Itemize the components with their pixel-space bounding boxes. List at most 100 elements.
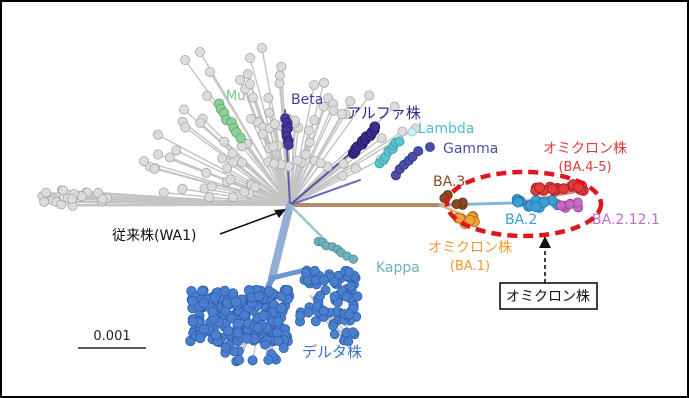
gray-node [397, 126, 408, 137]
gray-node [244, 53, 255, 64]
label-mu: Mu [226, 89, 245, 104]
gray-branch [232, 162, 291, 206]
omicron-callout-box [499, 282, 598, 310]
gray-node [201, 167, 212, 178]
label-omicron-ba1-sub: (BA.1) [450, 259, 490, 274]
delta-node [253, 290, 265, 302]
gray-node [376, 133, 387, 144]
delta-node [230, 296, 242, 308]
delta-node [198, 323, 210, 335]
gray-branch [289, 130, 403, 206]
gamma-node [425, 142, 435, 152]
delta-node [241, 333, 253, 344]
delta-node [197, 285, 208, 297]
scale-label: 0.001 [93, 329, 130, 344]
node-clusters [37, 43, 589, 367]
delta-node [273, 335, 284, 346]
label-gamma: Gamma [443, 141, 498, 157]
delta-node [252, 322, 264, 333]
label-alpha: アルファ株 [346, 104, 421, 122]
gray-node [153, 149, 164, 160]
gray-node [242, 69, 253, 80]
gray-branch [289, 137, 383, 206]
delta-node [310, 316, 321, 327]
gray-node [206, 181, 217, 192]
gray-node [204, 192, 215, 203]
gray-node [264, 107, 275, 118]
delta-node [344, 309, 355, 320]
gray-node [263, 93, 274, 104]
ba3-node [451, 199, 462, 210]
delta-node [207, 306, 218, 318]
delta-node [328, 321, 338, 331]
gray-node [239, 187, 250, 198]
gray-node [247, 92, 258, 103]
delta-node [319, 275, 330, 286]
delta-node [234, 354, 245, 365]
delta-node [198, 298, 210, 309]
lambda-node [407, 127, 417, 137]
delta-node [303, 307, 314, 318]
delta-node [276, 303, 287, 314]
gray-node [178, 104, 189, 115]
gray-node [328, 105, 339, 116]
delta-node [278, 343, 289, 354]
lambda-node [394, 136, 405, 147]
gray-node [225, 174, 236, 185]
label-wa1: 従来株(WA1) [112, 228, 197, 244]
gray-node [202, 90, 213, 101]
ba2-node [530, 201, 542, 213]
gray-node [318, 77, 329, 88]
gray-node [269, 119, 280, 130]
delta-node [344, 266, 355, 277]
gray-branch [289, 84, 315, 206]
delta-node [232, 327, 244, 338]
gray-branch [163, 191, 291, 206]
gray-node [66, 193, 77, 204]
gray-node [303, 125, 314, 136]
delta-node [258, 310, 269, 321]
delta-node [247, 355, 258, 366]
gray-node [149, 163, 160, 174]
gray-node [222, 163, 233, 174]
gray-node [345, 96, 356, 107]
delta-node [352, 291, 363, 302]
gray-node [217, 153, 228, 164]
delta-node [219, 285, 231, 297]
gray-branch [289, 158, 382, 206]
omicron-callout-label: オミクロン株 [506, 289, 590, 305]
ba2-node [512, 196, 524, 208]
gamma-node [413, 146, 424, 157]
delta-node [309, 265, 320, 276]
gray-node [350, 163, 361, 174]
delta-node [222, 325, 234, 337]
delta-node [229, 346, 240, 357]
delta-node [239, 310, 250, 321]
label-omicron-ba45-sub: (BA.4-5) [558, 160, 611, 175]
gray-node [389, 101, 400, 112]
gray-node [315, 158, 326, 169]
gray-node [171, 145, 182, 156]
label-omicron-ba1-title: オミクロン株 [428, 240, 512, 256]
gray-node [179, 55, 190, 66]
delta-node [220, 342, 231, 353]
delta-node [329, 277, 340, 288]
delta-node [343, 336, 354, 347]
gray-node [268, 141, 279, 152]
ba45-node [558, 183, 569, 195]
gray-node [58, 185, 69, 196]
delta-node [210, 329, 222, 341]
gray-node [309, 115, 320, 126]
gray-node [304, 137, 315, 148]
gray-node [194, 47, 205, 58]
gray-node [180, 122, 191, 133]
gray-node [152, 129, 163, 140]
gray-node [276, 61, 287, 72]
gray-node [158, 187, 169, 198]
mu-node [235, 132, 246, 144]
delta-node [300, 267, 311, 278]
label-omicron-ba45-title: オミクロン株 [543, 141, 627, 157]
gray-node [234, 75, 245, 86]
gray-node [257, 129, 268, 140]
gray-node [41, 187, 52, 198]
